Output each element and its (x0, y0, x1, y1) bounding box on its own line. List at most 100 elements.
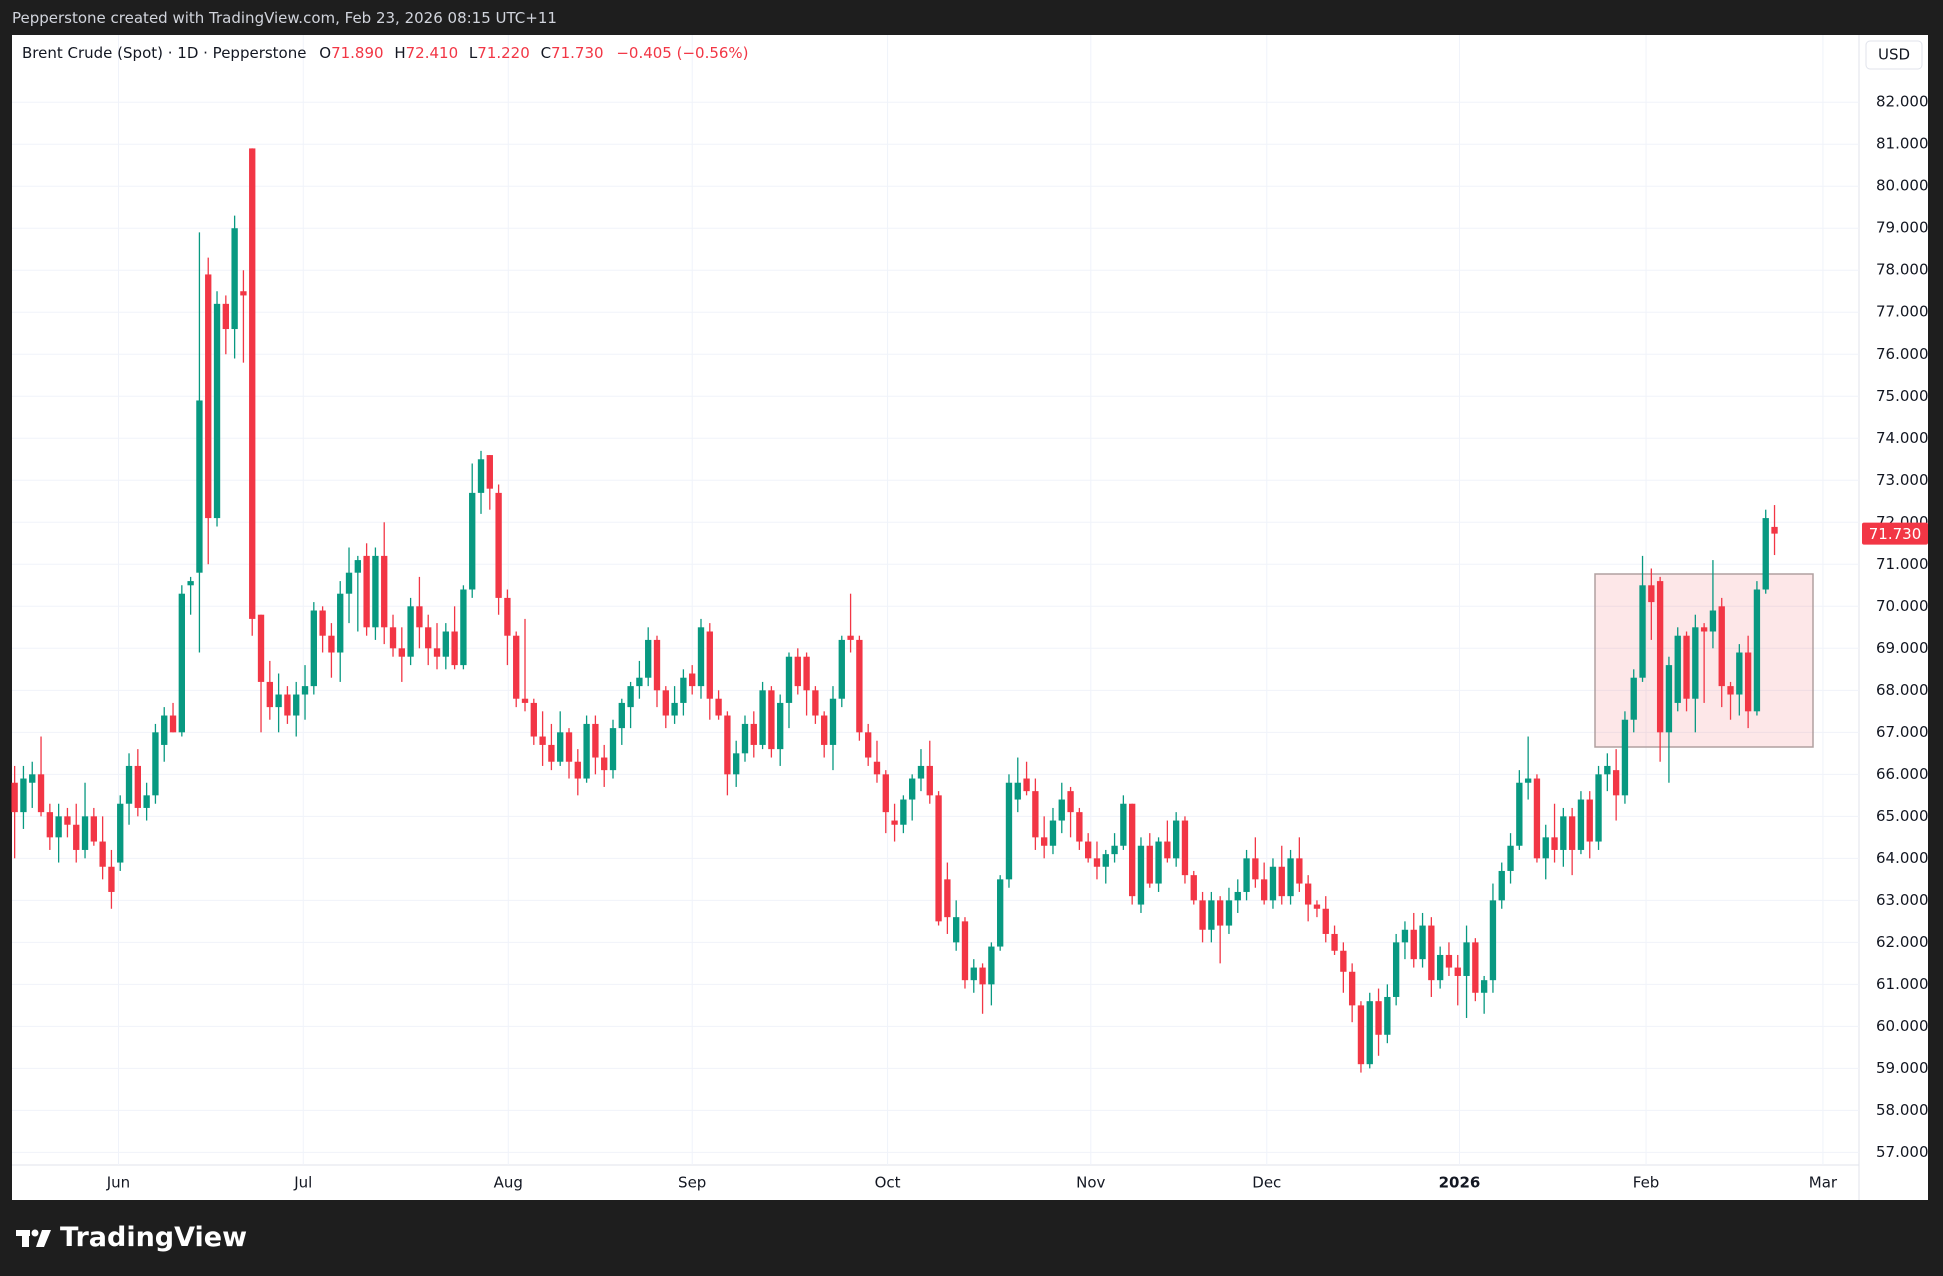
o-value: 71.890 (331, 44, 384, 62)
candle-body (1463, 942, 1470, 976)
candle-body (425, 627, 432, 649)
candle-body (1595, 774, 1602, 842)
candle-body (486, 455, 493, 489)
candle-body (1225, 900, 1233, 926)
candle-body (838, 639, 845, 699)
y-tick-label: 75.000 (1876, 387, 1929, 405)
candle-body (1120, 803, 1127, 846)
candle-body (1489, 900, 1497, 981)
candle-body (636, 677, 643, 687)
l-value: 71.220 (477, 44, 530, 62)
candle-body (1357, 1005, 1365, 1065)
h-label: H (394, 44, 405, 62)
x-tick-label: Jul (293, 1174, 312, 1192)
candle-body (99, 841, 106, 867)
candle-body (609, 728, 617, 771)
x-tick-label: Feb (1633, 1174, 1660, 1192)
candle-body (1736, 652, 1743, 695)
candle-body (1551, 837, 1558, 850)
candle-body (117, 803, 124, 863)
x-tick-label: 2026 (1439, 1174, 1481, 1192)
candle-body (1718, 606, 1725, 687)
candle-body (1674, 635, 1681, 703)
candle-body (1656, 581, 1664, 733)
candle-body (530, 702, 537, 737)
candle-body (1436, 954, 1444, 981)
candle-body (460, 589, 467, 666)
candle-body (1727, 686, 1734, 695)
candle-body (1146, 845, 1153, 884)
candle-body (310, 610, 317, 687)
currency-box[interactable] (1865, 40, 1923, 70)
candle-body (970, 967, 977, 981)
y-tick-label: 81.000 (1876, 135, 1929, 153)
candle-body (1172, 820, 1180, 859)
candle-body (574, 761, 581, 779)
candle-body (1076, 812, 1083, 842)
candle-body (1313, 904, 1321, 909)
candle-body (1155, 841, 1162, 884)
candle-body (1428, 925, 1435, 981)
y-tick-label: 65.000 (1876, 807, 1929, 825)
candle-body (548, 744, 555, 762)
candle-body (1692, 627, 1699, 699)
price-label-box (1862, 522, 1928, 545)
y-tick-label: 79.000 (1876, 219, 1929, 237)
candle-body (495, 492, 502, 598)
candle-body (689, 673, 696, 687)
candle-body (222, 303, 229, 330)
candle-body (81, 816, 89, 850)
candle-body (345, 572, 353, 594)
candle-body (337, 593, 344, 653)
y-tick-label: 77.000 (1876, 303, 1929, 321)
candle-body (715, 698, 722, 716)
candle-body (319, 610, 326, 636)
candle-body (750, 723, 757, 745)
candle-body (504, 597, 511, 636)
candle-body (724, 715, 731, 775)
candle-body (125, 765, 133, 804)
y-tick-label: 69.000 (1876, 639, 1929, 657)
candle-body (231, 228, 238, 330)
candle-body (1252, 858, 1259, 880)
candle-body (917, 765, 925, 779)
candle-body (1524, 778, 1532, 783)
candle-body (697, 627, 705, 687)
candle-body (1630, 677, 1637, 720)
candle-body (1058, 799, 1065, 821)
x-tick-label: Sep (678, 1174, 706, 1192)
candle-body (1190, 875, 1197, 901)
h-value: 72.410 (406, 44, 459, 62)
candle-body (29, 774, 36, 783)
candle-body (1384, 996, 1391, 1035)
candle-body (1234, 891, 1241, 901)
candle-body (1568, 816, 1576, 850)
x-tick-label: Oct (875, 1174, 901, 1192)
candle-body (1604, 765, 1611, 775)
candle-body (134, 765, 141, 808)
c-value: 71.730 (551, 44, 604, 62)
candle-body (1102, 854, 1109, 867)
x-tick-label: Aug (494, 1174, 523, 1192)
candle-body (759, 690, 766, 745)
candle-body (1419, 925, 1426, 960)
candle-body (1498, 870, 1505, 901)
candle-body (627, 686, 634, 708)
currency[interactable]: USD (1878, 46, 1910, 64)
price-label: 71.730 (1869, 525, 1922, 543)
candle-body (1067, 791, 1074, 813)
candle-body (477, 459, 485, 493)
candle-body (90, 816, 98, 842)
candle-body (169, 715, 177, 733)
c-label: C (541, 44, 551, 62)
candle-body (1260, 879, 1268, 901)
brand: TradingView (16, 1222, 247, 1253)
candle-body (900, 799, 907, 825)
candle-body (653, 639, 661, 691)
grid (12, 35, 1859, 1165)
candle-body (821, 715, 828, 745)
candle-body (1243, 858, 1250, 892)
candle-body (284, 694, 291, 716)
candle-body (829, 698, 837, 745)
